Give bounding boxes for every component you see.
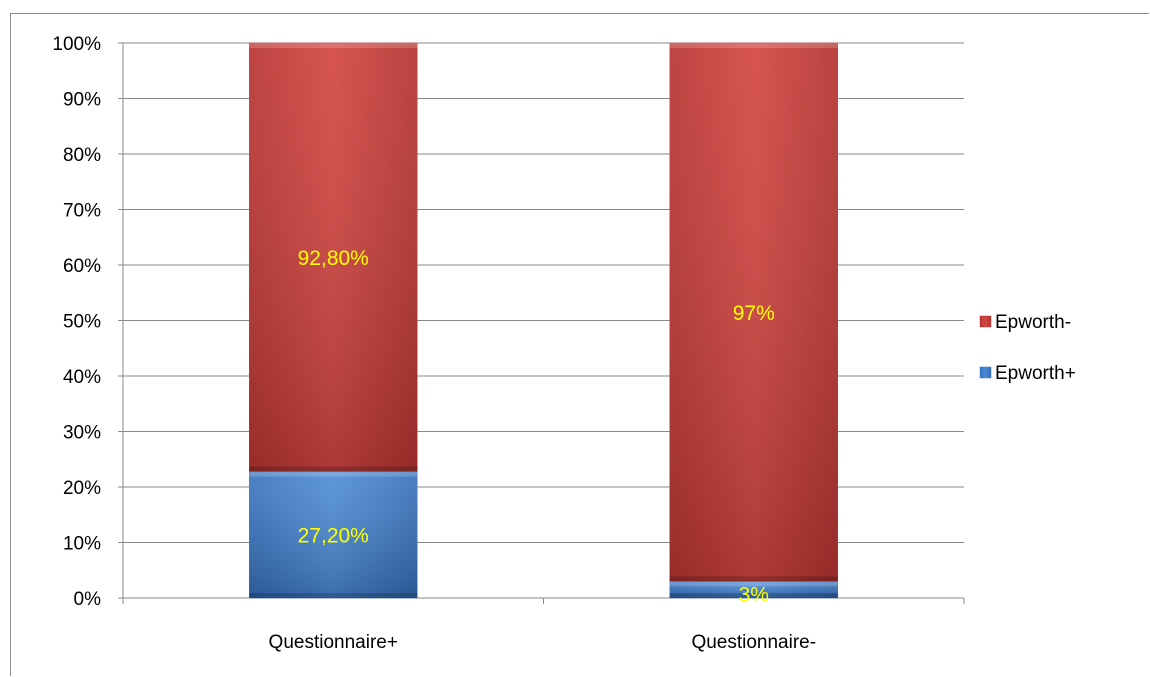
data-labels: 27,20% 92,80% 3% 97% — [298, 247, 775, 606]
bar-bevel-bottom — [669, 576, 838, 582]
y-tick-label: 80% — [63, 145, 101, 166]
legend-item: Epworth- — [979, 312, 1071, 333]
data-label: 27,20% — [298, 525, 369, 548]
data-label: 3% — [739, 584, 769, 607]
y-tick-label: 50% — [63, 312, 101, 333]
legend-item: Epworth+ — [979, 363, 1076, 384]
bar-bevel-bottom — [249, 466, 418, 472]
bar-shade — [669, 581, 838, 598]
bar-shade — [669, 43, 838, 582]
bar-bevel-bottom — [669, 593, 838, 598]
bar-bevel-bottom — [249, 593, 418, 598]
y-tick-label: 10% — [63, 534, 101, 555]
y-tick-label: 40% — [63, 367, 101, 388]
y-tick-label: 90% — [63, 90, 101, 111]
legend: Epworth- Epworth+ — [979, 312, 1076, 384]
y-tick-label: 20% — [63, 478, 101, 499]
y-tick-label: 30% — [63, 423, 101, 444]
bar-bevel-top — [669, 581, 838, 587]
y-tick-labels: 0% 10% 20% 30% 40% 50% 60% 70% 80% 90% 100% — [52, 34, 101, 610]
bar-shade — [249, 471, 418, 598]
x-tick-label: Questionnaire+ — [269, 632, 398, 653]
legend-label: Epworth+ — [995, 363, 1076, 384]
bar-segment-epworth- — [249, 471, 418, 599]
y-tick-label: 0% — [74, 589, 102, 610]
bar-bevel-top — [669, 43, 838, 48]
bar-segment-epworth- — [249, 42, 418, 472]
bar-segment-epworth- — [669, 581, 838, 599]
bar-bevel-top — [249, 43, 418, 48]
y-tick-label: 60% — [63, 256, 101, 277]
y-tick-label: 70% — [63, 201, 101, 222]
x-tick-label: Questionnaire- — [691, 632, 816, 653]
bar-bevel-top — [249, 471, 418, 477]
legend-swatch — [979, 366, 992, 379]
data-label: 92,80% — [298, 247, 369, 270]
y-tick-label: 100% — [52, 34, 101, 55]
bar-segment-epworth- — [669, 42, 838, 582]
chart-frame — [10, 13, 1149, 676]
data-label: 97% — [733, 302, 775, 325]
bars — [249, 42, 838, 599]
x-tick-labels: Questionnaire+ Questionnaire- — [269, 632, 817, 653]
legend-swatch — [979, 315, 992, 328]
legend-label: Epworth- — [995, 312, 1071, 333]
bar-shade — [249, 43, 418, 472]
